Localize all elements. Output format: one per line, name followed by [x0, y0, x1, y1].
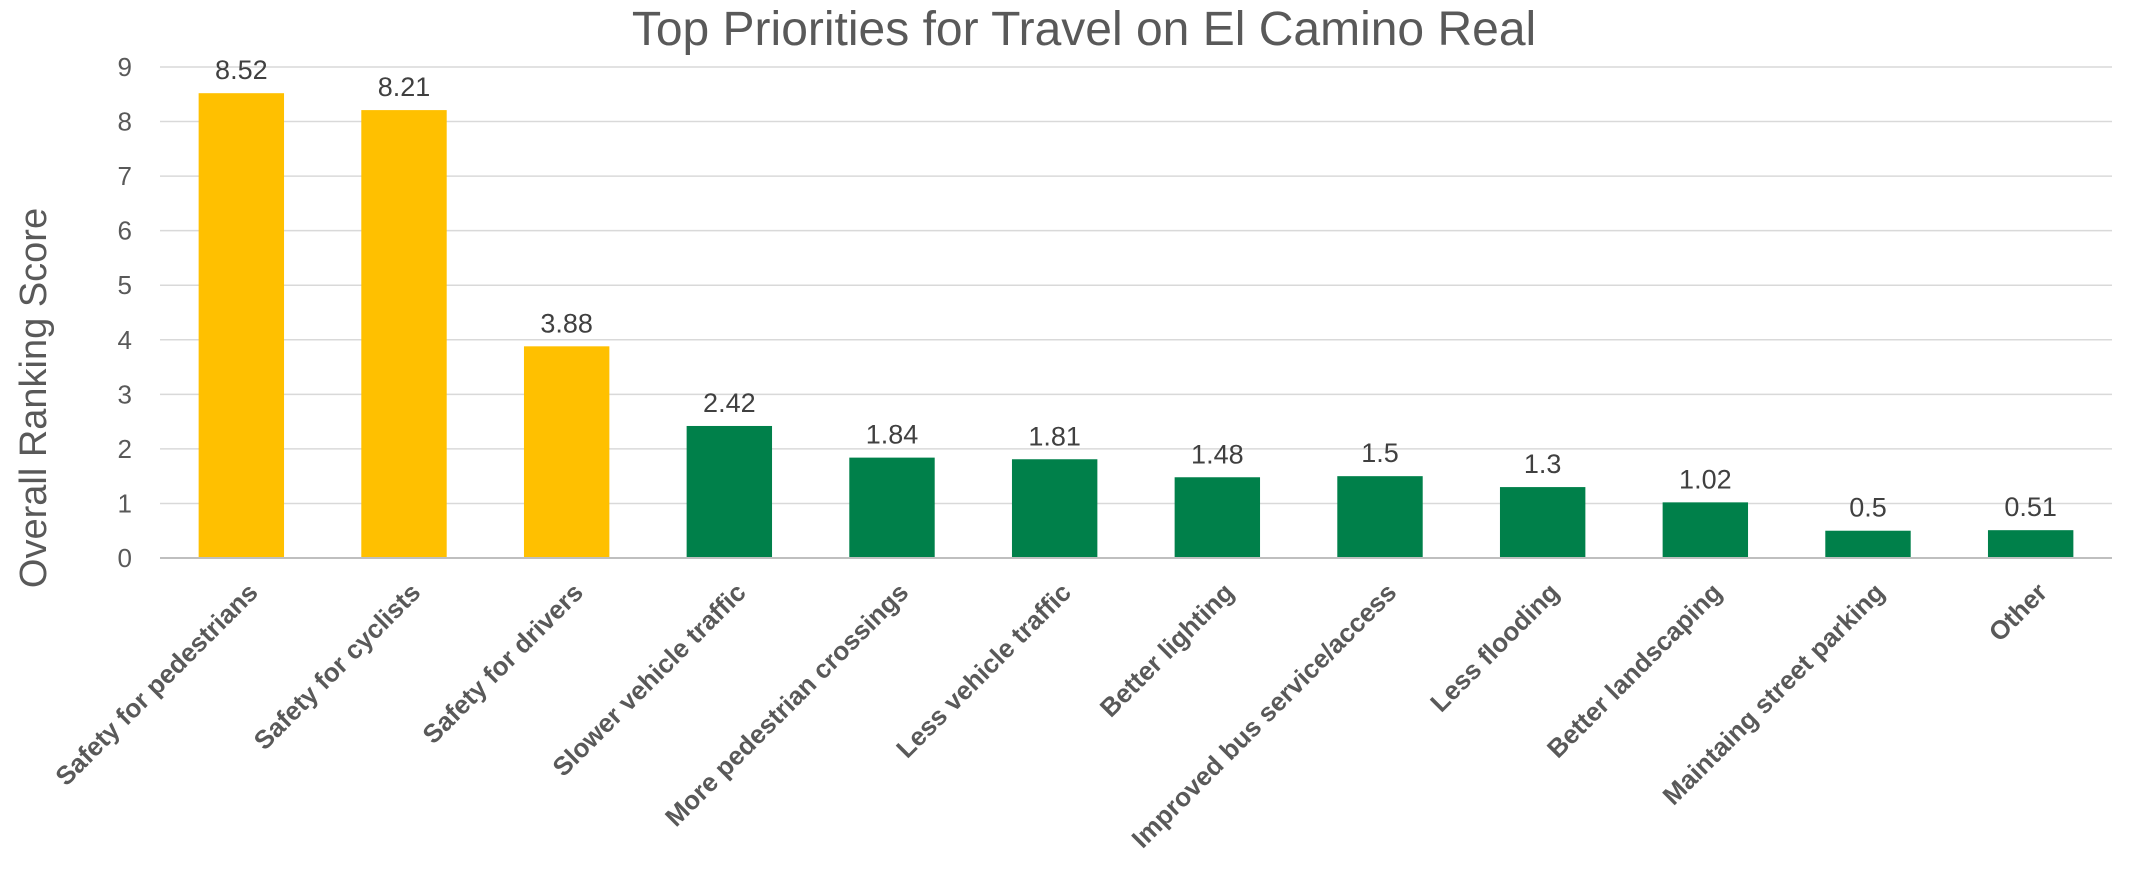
y-tick-label: 1: [118, 488, 132, 518]
bar-less-vehicle-traffic: [1011, 459, 1098, 558]
data-label: 1.02: [1679, 464, 1732, 494]
y-tick-label: 4: [118, 325, 132, 355]
bar-less-flooding: [1499, 487, 1586, 558]
y-tick-label: 7: [118, 161, 132, 191]
bar-better-landscaping: [1662, 502, 1749, 558]
y-tick-label: 9: [118, 52, 132, 82]
x-tick-label: Improved bus service/access: [1126, 577, 1403, 854]
bar-safety-for-drivers: [523, 346, 610, 558]
y-axis-ticks: 0 1 2 3 4 5 6 7 8 9: [118, 52, 132, 573]
x-tick-label: Safety for drivers: [416, 577, 588, 749]
data-label: 1.5: [1361, 438, 1399, 468]
bar-maintaing-street-parking: [1825, 530, 1911, 558]
data-label: 0.51: [2004, 492, 2057, 522]
y-tick-label: 3: [118, 379, 132, 409]
bar-safety-for-pedestrians: [198, 93, 285, 558]
data-label: 0.5: [1849, 493, 1887, 523]
data-label: 1.84: [866, 420, 919, 450]
x-tick-label: Better landscaping: [1541, 577, 1728, 764]
y-tick-label: 0: [118, 543, 132, 573]
bar-other: [1987, 530, 2074, 558]
y-tick-label: 5: [118, 270, 132, 300]
x-tick-label: Safety for pedestrians: [49, 577, 263, 791]
data-label: 2.42: [703, 388, 756, 418]
bar-better-lighting: [1174, 477, 1261, 558]
x-tick-label: Less vehicle traffic: [890, 577, 1077, 764]
gridlines: [160, 66, 2112, 505]
bar-more-pedestrian-crossings: [849, 457, 935, 558]
bar-improved-bus-service-access: [1337, 476, 1423, 558]
x-tick-label: Safety for cyclists: [248, 577, 427, 756]
data-label: 1.48: [1191, 439, 1244, 469]
data-label: 1.81: [1028, 421, 1081, 451]
x-tick-label: Less flooding: [1424, 577, 1565, 718]
data-label: 8.21: [378, 72, 431, 102]
data-labels: 8.52 8.21 3.88 2.42 1.84 1.81 1.48 1.5 1.3 1.02 0.…: [215, 55, 2057, 523]
bar-slower-vehicle-traffic: [686, 425, 773, 558]
y-tick-label: 8: [118, 107, 132, 137]
bar-safety-for-cyclists: [361, 110, 447, 559]
bars: [198, 93, 2074, 559]
data-label: 1.3: [1524, 449, 1562, 479]
y-tick-label: 2: [118, 434, 132, 464]
x-tick-label: Better lighting: [1094, 577, 1240, 723]
y-axis-label: Overall Ranking Score: [13, 208, 55, 588]
chart-title: Top Priorities for Travel on El Camino R…: [632, 3, 1536, 56]
data-label: 3.88: [540, 308, 593, 338]
data-label: 8.52: [215, 55, 268, 85]
x-tick-label: Other: [1983, 577, 2053, 647]
y-tick-label: 6: [118, 216, 132, 246]
